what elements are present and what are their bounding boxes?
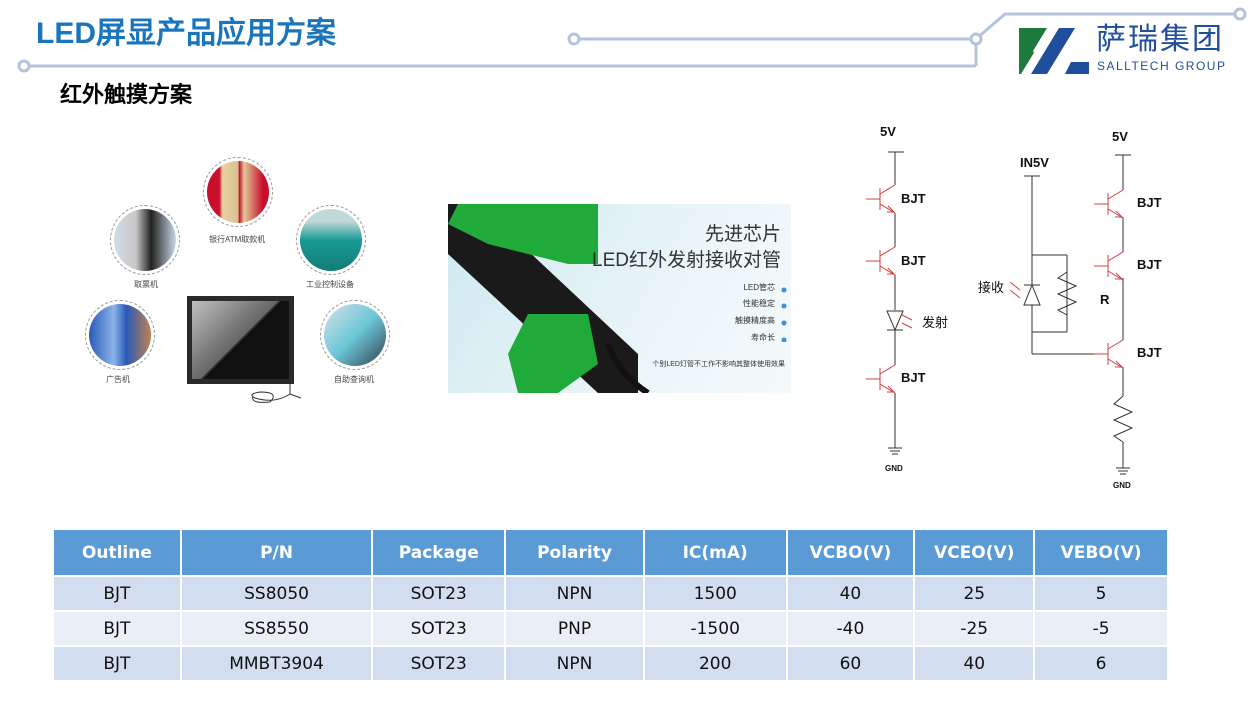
- table-cell: NPN: [504, 575, 645, 612]
- table-cell: -5: [1033, 610, 1169, 647]
- product-headline-1: 先进芯片: [704, 224, 781, 245]
- table-cell: -40: [785, 610, 916, 647]
- bullet-icons: [781, 287, 787, 342]
- ticket-machine-image: [110, 205, 180, 275]
- col-header: Outline: [52, 528, 182, 577]
- table-cell: SOT23: [371, 610, 507, 647]
- app-label-industrial: 工业控制设备: [306, 280, 354, 289]
- section-title: 红外触摸方案: [60, 82, 193, 107]
- resistor-label: R: [1100, 292, 1110, 307]
- in5v-label: IN5V: [1020, 155, 1049, 170]
- ir-led-product-image: 先进芯片 LED红外发射接收对管 LED管芯 性能稳定 触摸精度高 寿命长 个别…: [448, 204, 791, 393]
- feature-2: 性能稳定: [743, 299, 775, 308]
- vcc-right-label: 5V: [1112, 129, 1128, 144]
- table-row: BJT SS8550 SOT23 PNP -1500 -40 -25 -5: [52, 610, 1169, 647]
- feature-1: LED管芯: [743, 283, 775, 292]
- col-header: VCEO(V): [913, 528, 1036, 577]
- bjt-label-2: BJT: [901, 253, 926, 268]
- industrial-image: [296, 205, 366, 275]
- col-header: VEBO(V): [1033, 528, 1169, 577]
- app-label-ad: 广告机: [106, 375, 130, 384]
- page-title: LED屏显产品应用方案: [36, 17, 336, 50]
- table-cell: 40: [913, 645, 1036, 682]
- table-header-row: Outline P/N Package Polarity IC(mA) VCBO…: [52, 528, 1169, 577]
- col-header: Polarity: [504, 528, 645, 577]
- table-cell: SS8050: [179, 575, 374, 612]
- bjt-label-4: BJT: [1137, 195, 1162, 210]
- ad-machine-image: [85, 300, 155, 370]
- table-cell: -1500: [642, 610, 788, 647]
- touch-frame-image: [187, 296, 294, 384]
- col-header: P/N: [179, 528, 374, 577]
- bjt-label-3: BJT: [901, 370, 926, 385]
- table-row: BJT SS8050 SOT23 NPN 1500 40 25 5: [52, 575, 1169, 612]
- vcc-left-label: 5V: [880, 124, 896, 139]
- feature-3: 触摸精度高: [735, 316, 775, 325]
- app-label-kiosk: 自助查询机: [334, 375, 374, 384]
- cable-icon: [251, 384, 302, 403]
- gnd-label-left: GND: [885, 464, 903, 473]
- app-label-atm: 银行ATM取款机: [209, 235, 266, 244]
- table-cell: 1500: [642, 575, 788, 612]
- logo-text-cn: 萨瑞集团: [1096, 23, 1224, 56]
- table-cell: PNP: [504, 610, 645, 647]
- table-cell: 60: [785, 645, 916, 682]
- table-cell: SOT23: [371, 575, 507, 612]
- receive-label: 接收: [978, 280, 1004, 295]
- table-cell: NPN: [504, 645, 645, 682]
- kiosk-image: [320, 300, 390, 370]
- table-cell: 6: [1033, 645, 1169, 682]
- col-header: VCBO(V): [785, 528, 916, 577]
- app-label-ticket: 取票机: [134, 280, 158, 289]
- table-cell: 40: [785, 575, 916, 612]
- table-cell: 200: [642, 645, 788, 682]
- table-cell: BJT: [52, 645, 182, 682]
- header-decoration-lines: [17, 7, 1247, 73]
- feature-4: 寿命长: [751, 333, 775, 342]
- bjt-label-6: BJT: [1137, 345, 1162, 360]
- bjt-spec-table: Outline P/N Package Polarity IC(mA) VCBO…: [52, 528, 1169, 682]
- logo-text-en: SALLTECH GROUP: [1097, 59, 1227, 73]
- product-note: 个别LED灯管不工作不影响其整体使用效果: [652, 361, 785, 368]
- table-cell: -25: [913, 610, 1036, 647]
- col-header: Package: [371, 528, 507, 577]
- table-cell: BJT: [52, 575, 182, 612]
- gnd-label-right: GND: [1113, 481, 1131, 490]
- bjt-label-5: BJT: [1137, 257, 1162, 272]
- table-cell: BJT: [52, 610, 182, 647]
- circuit-schematic: 5V 5V IN5V BJT BJT BJT BJT BJT BJT 发射 接收…: [865, 124, 1162, 490]
- table-row: BJT MMBT3904 SOT23 NPN 200 60 40 6: [52, 645, 1169, 682]
- table-cell: SOT23: [371, 645, 507, 682]
- emit-label: 发射: [922, 315, 948, 330]
- atm-image: [203, 157, 273, 227]
- table-cell: MMBT3904: [179, 645, 374, 682]
- table-cell: 5: [1033, 575, 1169, 612]
- bjt-label-1: BJT: [901, 191, 926, 206]
- table-cell: 25: [913, 575, 1036, 612]
- table-cell: SS8550: [179, 610, 374, 647]
- col-header: IC(mA): [642, 528, 788, 577]
- product-headline-2: LED红外发射接收对管: [592, 250, 781, 271]
- salltech-logo-icon: [1019, 28, 1089, 74]
